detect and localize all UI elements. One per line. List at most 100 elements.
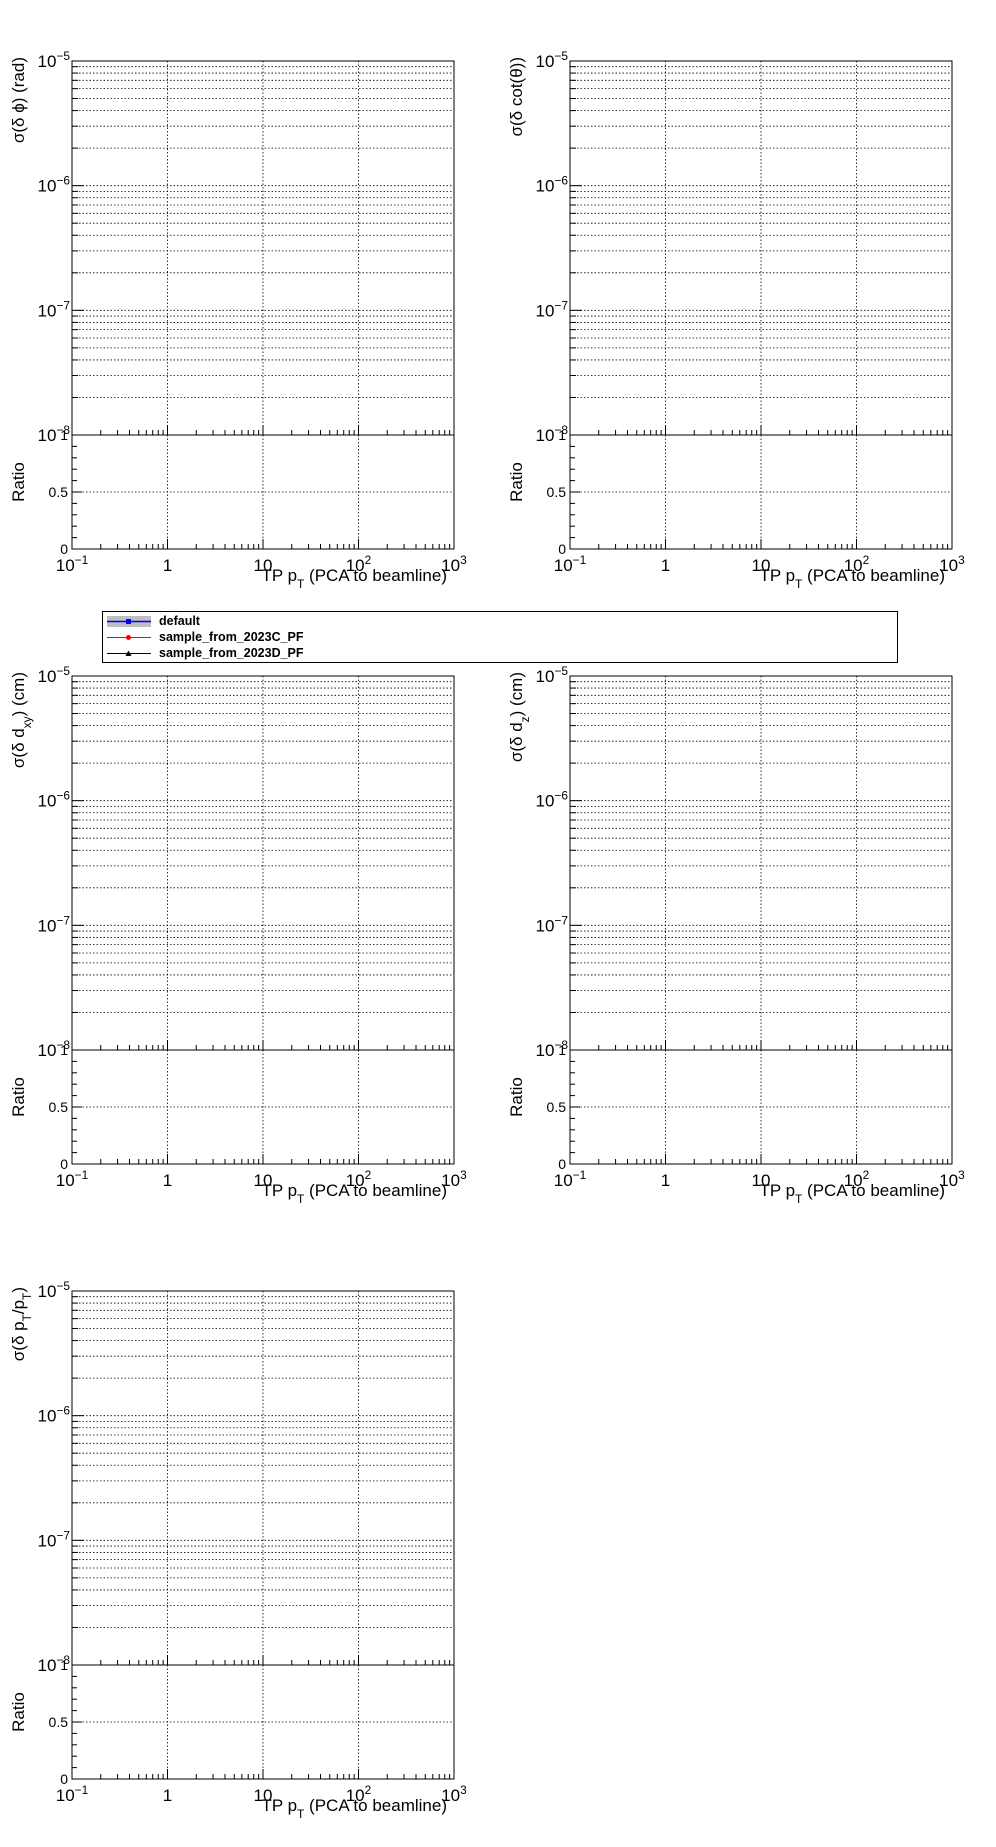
x-axis-title-part-1: T bbox=[297, 1192, 304, 1206]
ratio-y-tick-label: 0.5 bbox=[547, 484, 567, 500]
ratio-y-tick-label: 1 bbox=[60, 1657, 68, 1673]
ratio-y-tick-label: 0.5 bbox=[49, 1714, 69, 1730]
x-axis-title-part-2: (PCA to beamline) bbox=[802, 1181, 945, 1200]
x-tick-label: 1 bbox=[661, 556, 670, 575]
ratio-y-tick-label: 0.5 bbox=[49, 1099, 69, 1115]
main-y-tick-label: 10−6 bbox=[38, 174, 71, 196]
x-tick-label-part-1: 2 bbox=[365, 553, 372, 567]
main-y-tick-label-part-1: −6 bbox=[56, 174, 70, 188]
x-tick-label-part-0: 10 bbox=[254, 1786, 273, 1805]
x-tick-label: 103 bbox=[939, 553, 965, 575]
x-tick-label-part-0: 10 bbox=[441, 556, 460, 575]
main-y-tick-label: 10−8 bbox=[38, 1653, 71, 1675]
legend-label-2023d: sample_from_2023D_PF bbox=[159, 646, 304, 660]
x-tick-label-part-0: 10 bbox=[939, 556, 958, 575]
main-y-tick-label: 10−8 bbox=[38, 423, 71, 445]
x-tick-label-part-1: −1 bbox=[75, 1168, 89, 1182]
main-y-tick-label-part-1: −5 bbox=[554, 664, 568, 678]
main-y-tick-label: 10−8 bbox=[536, 1038, 569, 1060]
main-y-tick-label: 10−6 bbox=[38, 1404, 71, 1426]
x-tick-label-part-1: 3 bbox=[460, 1783, 467, 1797]
x-tick-label-part-0: 10 bbox=[844, 556, 863, 575]
main-y-tick-label: 10−6 bbox=[536, 789, 569, 811]
main-y-tick-label-part-0: 10 bbox=[536, 52, 555, 71]
x-tick-label-part-0: 1 bbox=[163, 1786, 172, 1805]
x-tick-label: 1 bbox=[163, 1786, 172, 1805]
ratio-y-tick-label: 0 bbox=[60, 1771, 68, 1787]
y-axis-title-part-3: T bbox=[20, 1293, 34, 1300]
x-tick-label-part-1: 3 bbox=[958, 1168, 965, 1182]
x-tick-label: 10−1 bbox=[554, 553, 587, 575]
x-axis-title-part-0: TP p bbox=[759, 566, 795, 585]
main-y-tick-label: 10−7 bbox=[536, 913, 569, 935]
x-tick-label: 1 bbox=[163, 556, 172, 575]
x-axis-title-part-2: (PCA to beamline) bbox=[304, 566, 447, 585]
x-tick-label-part-0: 10 bbox=[752, 556, 771, 575]
main-y-tick-label-part-0: 10 bbox=[38, 1531, 57, 1550]
x-axis-title-part-1: T bbox=[297, 1807, 304, 1821]
x-axis-title-part-1: T bbox=[795, 577, 802, 591]
x-axis-title: TP pT (PCA to beamline) bbox=[759, 566, 945, 591]
x-axis-title: TP pT (PCA to beamline) bbox=[261, 566, 447, 591]
x-tick-label-part-0: 10 bbox=[554, 1171, 573, 1190]
ratio-y-tick-label: 1 bbox=[558, 1042, 566, 1058]
y-axis-title-part-0: σ(δ cot(θ)) bbox=[507, 57, 526, 136]
y-axis-title-part-0: σ(δ p bbox=[9, 1321, 28, 1361]
x-axis-title: TP pT (PCA to beamline) bbox=[261, 1796, 447, 1821]
main-y-tick-label-part-1: −8 bbox=[56, 1038, 70, 1052]
x-tick-label: 10−1 bbox=[56, 553, 89, 575]
y-axis-title-part-1: T bbox=[20, 1314, 34, 1321]
y-axis-title-part-2: ) (cm) bbox=[507, 672, 526, 716]
x-tick-label: 10 bbox=[752, 556, 771, 575]
main-y-tick-label-part-1: −6 bbox=[554, 174, 568, 188]
x-tick-label-part-1: −1 bbox=[573, 1168, 587, 1182]
x-tick-label-part-0: 10 bbox=[254, 556, 273, 575]
main-y-tick-label-part-1: −5 bbox=[554, 49, 568, 63]
main-y-tick-label-part-1: −7 bbox=[554, 298, 568, 312]
x-axis-title-part-1: T bbox=[297, 577, 304, 591]
main-y-tick-label-part-1: −5 bbox=[56, 49, 70, 63]
x-tick-label: 10 bbox=[752, 1171, 771, 1190]
main-y-tick-label-part-1: −5 bbox=[56, 664, 70, 678]
y-axis-title-part-4: ) bbox=[9, 1287, 28, 1293]
x-tick-label-part-0: 10 bbox=[441, 1786, 460, 1805]
ratio-y-tick-label: 1 bbox=[60, 427, 68, 443]
main-y-tick-label-part-1: −6 bbox=[56, 1404, 70, 1418]
ratio-y-tick-label: 0 bbox=[60, 1156, 68, 1172]
ratio-axis-title: Ratio bbox=[9, 462, 28, 502]
x-axis-title-part-0: TP p bbox=[261, 1796, 297, 1815]
x-axis-title-part-0: TP p bbox=[261, 1181, 297, 1200]
x-tick-label: 102 bbox=[346, 1783, 372, 1805]
main-y-tick-label-part-1: −6 bbox=[554, 789, 568, 803]
x-tick-label: 102 bbox=[844, 1168, 870, 1190]
ratio-axis-title: Ratio bbox=[9, 1692, 28, 1732]
x-tick-label: 102 bbox=[844, 553, 870, 575]
main-y-tick-label-part-0: 10 bbox=[536, 792, 555, 811]
x-tick-label-part-1: 2 bbox=[365, 1168, 372, 1182]
x-axis-title-part-0: TP p bbox=[261, 566, 297, 585]
y-axis-title-part-1: z bbox=[518, 716, 532, 722]
ratio-axis-title: Ratio bbox=[507, 1077, 526, 1117]
y-axis-title-part-2: ) (cm) bbox=[9, 672, 28, 716]
x-tick-label-part-0: 10 bbox=[939, 1171, 958, 1190]
x-tick-label-part-0: 10 bbox=[554, 556, 573, 575]
y-axis-title-part-2: /p bbox=[9, 1300, 28, 1314]
main-y-tick-label-part-0: 10 bbox=[536, 916, 555, 935]
main-y-tick-label-part-0: 10 bbox=[38, 426, 57, 445]
x-axis-title-part-2: (PCA to beamline) bbox=[802, 566, 945, 585]
y-axis-title-part-0: σ(δ d bbox=[507, 722, 526, 762]
x-tick-label: 103 bbox=[441, 1168, 467, 1190]
x-tick-label: 102 bbox=[346, 1168, 372, 1190]
main-y-tick-label-part-1: −7 bbox=[56, 298, 70, 312]
legend-default-square bbox=[126, 619, 131, 624]
ratio-y-tick-label: 0.5 bbox=[547, 1099, 567, 1115]
x-tick-label-part-1: −1 bbox=[573, 553, 587, 567]
main-y-tick-label-part-1: −7 bbox=[554, 913, 568, 927]
x-tick-label-part-0: 10 bbox=[441, 1171, 460, 1190]
x-tick-label-part-0: 1 bbox=[661, 1171, 670, 1190]
y-axis-title: σ(δ pT/pT) bbox=[9, 1287, 34, 1361]
